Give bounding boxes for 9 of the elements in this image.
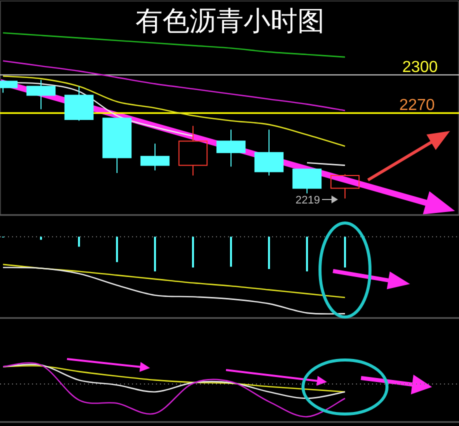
ref-line-label: 2270 bbox=[399, 97, 435, 114]
candlestick bbox=[178, 125, 208, 176]
candlestick bbox=[26, 79, 56, 110]
candlestick bbox=[254, 129, 284, 176]
candlestick bbox=[216, 129, 246, 168]
annotation: 2219 bbox=[296, 194, 320, 206]
candlestick bbox=[140, 143, 170, 171]
chart-title: 有色沥青小时图 bbox=[136, 6, 324, 36]
ref-line-label: 2300 bbox=[402, 58, 438, 76]
